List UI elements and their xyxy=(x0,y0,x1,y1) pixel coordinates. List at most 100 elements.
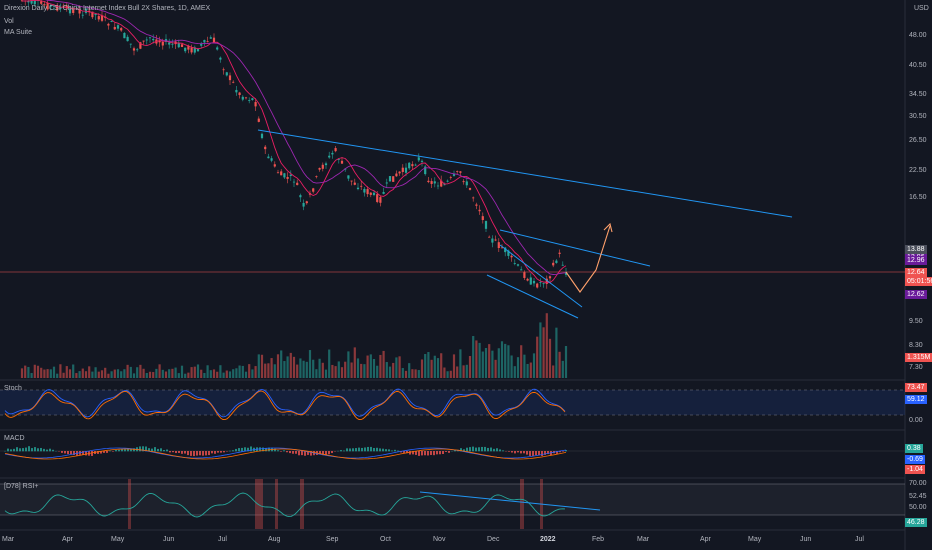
volume-bar xyxy=(462,365,465,378)
volume-bar xyxy=(545,313,548,378)
macd-hist-bar xyxy=(13,448,15,452)
macd-hist-bar xyxy=(103,451,105,453)
macd-hist-bar xyxy=(304,451,306,456)
candle-body xyxy=(276,172,280,174)
volume-bar xyxy=(475,340,478,378)
macd-hist-bar xyxy=(388,449,390,452)
candle-body xyxy=(206,41,209,43)
time-tick-label: Oct xyxy=(380,536,391,543)
macd-hist-bar xyxy=(247,447,249,452)
volume-bar xyxy=(36,365,40,378)
volume-bar xyxy=(420,359,424,378)
macd-hist-bar xyxy=(244,447,246,452)
candle-body xyxy=(529,277,532,285)
volume-bar xyxy=(404,370,408,378)
macd-hist-bar xyxy=(307,451,309,455)
candle-body xyxy=(456,170,459,172)
macd-hist-bar xyxy=(100,451,102,454)
volume-bar xyxy=(465,364,468,378)
macd-hist-bar xyxy=(223,451,225,453)
candle-body xyxy=(312,188,315,192)
macd-hist-bar xyxy=(439,451,441,455)
volume-bar xyxy=(129,366,132,378)
macd-hist-bar xyxy=(274,448,276,452)
candle-body xyxy=(555,260,558,263)
volume-bar xyxy=(283,361,286,378)
volume-bar xyxy=(158,364,161,378)
candle-body xyxy=(158,40,161,43)
volume-bar xyxy=(270,358,273,378)
volume-label: Vol xyxy=(4,18,14,25)
volume-bar xyxy=(206,365,209,378)
stoch-k-tag: 73.47 xyxy=(905,383,927,392)
volume-bar xyxy=(350,362,353,378)
macd-hist-bar xyxy=(67,451,69,455)
stoch-d-tag: 59.12 xyxy=(905,395,927,404)
volume-bar xyxy=(136,367,139,378)
time-tick-label: Mar xyxy=(2,536,15,543)
macd-hist-bar xyxy=(331,451,333,454)
candle-body xyxy=(248,100,251,101)
volume-bar xyxy=(305,361,308,378)
macd-hist-bar xyxy=(262,447,264,452)
candle-body xyxy=(33,0,36,5)
macd-hist-bar xyxy=(328,451,330,455)
volume-bar xyxy=(267,363,270,378)
volume-bar xyxy=(536,336,539,378)
candle-body xyxy=(273,164,276,167)
volume-bar xyxy=(184,373,187,378)
macd-hist-bar xyxy=(109,450,111,452)
candle-body xyxy=(283,173,286,178)
volume-bar xyxy=(523,354,526,378)
volume-bar xyxy=(344,361,347,378)
macd-hist-bar xyxy=(349,448,351,452)
candle-body xyxy=(363,188,366,193)
rsi-tick-label: 70.00 xyxy=(909,480,927,487)
macd-hist-bar xyxy=(481,446,483,452)
candle-body xyxy=(523,272,526,278)
volume-bar xyxy=(100,370,104,378)
macd-hist-bar xyxy=(370,446,372,452)
macd-hist-bar xyxy=(166,449,168,452)
candle-body xyxy=(126,36,129,42)
macd-hist-bar xyxy=(469,447,471,452)
candle-body xyxy=(299,195,302,198)
macd-hist-bar xyxy=(43,448,45,452)
macd-hist-bar xyxy=(565,450,567,452)
macd-hist-bar xyxy=(283,450,285,452)
time-tick-label: Jul xyxy=(855,536,864,543)
candle-body xyxy=(510,255,513,258)
candle-body xyxy=(260,133,264,139)
candle-body xyxy=(305,201,308,204)
macd-hist-bar xyxy=(352,448,354,452)
price-tick-label: 8.30 xyxy=(909,342,923,349)
macd-hist-bar xyxy=(202,451,204,456)
volume-bar xyxy=(427,352,430,378)
macd-hist-bar xyxy=(46,449,48,452)
rsi-highlight xyxy=(520,479,524,529)
volume-bar xyxy=(72,364,75,378)
candle-body xyxy=(235,89,238,93)
volume-bar xyxy=(452,354,456,378)
price-tick-label: 9.50 xyxy=(909,318,923,325)
macd-hist-bar xyxy=(250,446,252,452)
macd-hist-bar xyxy=(40,447,42,452)
macd-hist-bar xyxy=(460,448,462,452)
candle-body xyxy=(564,272,568,275)
candle-body xyxy=(545,278,548,284)
candle-body xyxy=(472,197,475,199)
volume-bar xyxy=(411,369,414,378)
rsi-band xyxy=(0,484,905,515)
volume-bar xyxy=(78,371,81,378)
candle-body xyxy=(193,47,196,53)
volume-bar xyxy=(488,344,491,378)
candle-body xyxy=(468,187,472,190)
candle-body xyxy=(52,5,56,7)
candle-body xyxy=(251,98,254,101)
macd-hist-bar xyxy=(514,451,516,454)
volume-bar xyxy=(436,358,440,378)
volume-bar xyxy=(222,372,225,378)
volume-bar xyxy=(417,370,420,378)
candle-body xyxy=(318,167,321,170)
